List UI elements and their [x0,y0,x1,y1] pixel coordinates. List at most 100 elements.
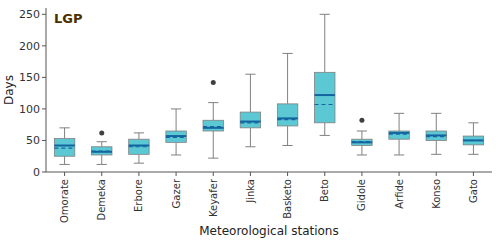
mean-line [352,141,372,142]
box [389,131,409,139]
upper-cap [468,122,478,123]
median-line [315,94,335,96]
upper-cap [171,108,181,109]
x-tick-label: Arfide [394,179,405,209]
box [166,131,186,142]
lower-whisker [138,154,139,163]
upper-whisker [436,113,437,131]
box [129,139,149,154]
median-line [240,121,260,123]
x-tick-label: Basketo [282,179,293,219]
lower-cap [431,154,441,155]
mean-line [129,146,149,147]
upper-whisker [324,14,325,72]
x-tick [399,172,400,176]
median-line [166,135,186,137]
x-tick [287,172,288,176]
y-tick-label: 0 [33,166,40,179]
box [315,72,335,122]
median-line [352,141,372,143]
y-tick [42,14,46,15]
mean-line [92,151,112,152]
lower-whisker [64,156,65,164]
x-tick-label: Konso [431,179,442,209]
upper-cap [357,131,367,132]
lower-whisker [287,126,288,146]
y-axis-line [46,8,47,172]
median-line [389,132,409,134]
mean-line [166,137,186,138]
lower-cap [468,154,478,155]
y-tick [42,172,46,173]
box [352,139,372,145]
x-tick-label: Gazer [171,178,182,208]
lower-cap [320,135,330,136]
box [426,131,446,140]
lower-cap [357,154,367,155]
upper-cap [59,127,69,128]
lower-cap [97,164,107,165]
y-tick [42,77,46,78]
lower-whisker [101,155,102,164]
x-tick-label: Keyafer [208,178,219,217]
lower-cap [59,164,69,165]
upper-whisker [101,142,102,147]
lower-whisker [473,145,474,154]
y-tick-label: 200 [19,40,40,53]
upper-cap [97,141,107,142]
mean-line [426,136,446,137]
x-tick [473,172,474,176]
median-line [129,145,149,147]
y-tick-label: 150 [19,71,40,84]
outlier [359,118,364,123]
lower-cap [171,154,181,155]
upper-whisker [138,133,139,139]
outlier [99,130,104,135]
median-line [463,139,483,141]
median-line [54,145,74,147]
mean-line [240,122,260,123]
upper-whisker [473,123,474,136]
box [463,136,483,145]
x-tick [101,172,102,176]
x-tick [176,172,177,176]
lower-cap [208,158,218,159]
x-tick [213,172,214,176]
y-tick [42,140,46,141]
x-tick-label: Beto [319,179,330,202]
y-tick-label: 100 [19,103,40,116]
chart-svg: 050100150200250OmorateDemekaErboreGazerK… [0,0,500,240]
box [54,139,74,157]
median-line [277,117,297,119]
upper-whisker [250,74,251,112]
lower-cap [394,154,404,155]
x-tick [324,172,325,176]
upper-whisker [399,113,400,131]
x-tick-label: Demeka [96,179,107,221]
x-tick-label: Gato [468,179,479,203]
lower-whisker [250,128,251,147]
box [92,147,112,155]
upper-whisker [213,103,214,121]
x-axis-label: Meteorological stations [199,224,338,238]
x-tick [250,172,251,176]
lower-whisker [436,140,437,154]
y-tick-label: 250 [19,8,40,21]
box [240,112,260,128]
plot-area [54,14,483,164]
upper-whisker [176,109,177,131]
upper-cap [282,53,292,54]
y-tick [42,45,46,46]
x-tick [436,172,437,176]
median-line [203,127,223,129]
chart-container: 050100150200250OmorateDemekaErboreGazerK… [0,0,500,240]
x-tick [64,172,65,176]
upper-whisker [287,53,288,103]
lower-whisker [176,142,177,155]
box [203,120,223,131]
median-line [426,134,446,136]
upper-cap [320,14,330,15]
lower-whisker [361,146,362,155]
mean-line [277,119,297,120]
mean-line [389,134,409,135]
